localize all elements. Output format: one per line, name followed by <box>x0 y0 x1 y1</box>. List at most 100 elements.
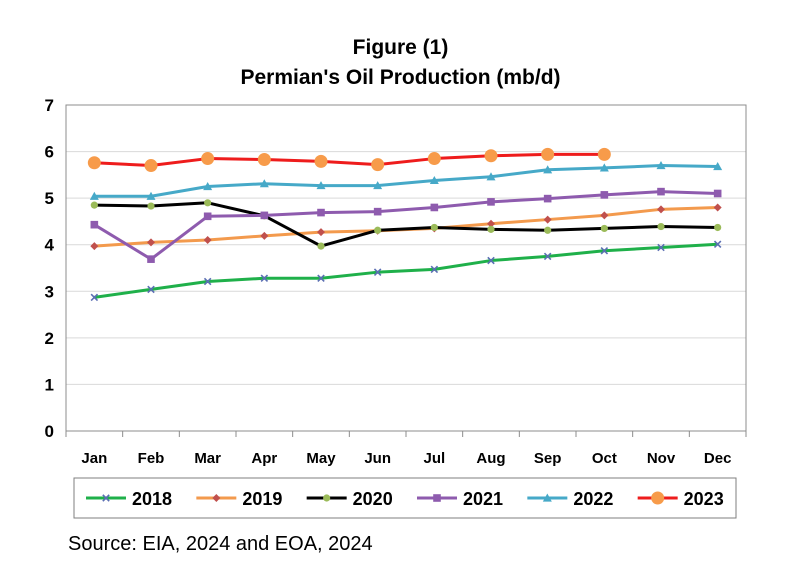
x-marker <box>90 293 99 302</box>
legend-label: 2021 <box>463 489 503 509</box>
circle-marker <box>544 226 552 234</box>
triangle-marker <box>486 172 496 181</box>
triangle-marker <box>713 161 723 171</box>
circle-marker <box>651 491 665 505</box>
square-marker <box>487 198 495 206</box>
circle-marker <box>147 202 155 210</box>
square-marker <box>147 255 155 263</box>
legend-box <box>73 477 737 519</box>
circle-marker <box>600 224 608 233</box>
diamond-marker <box>147 238 155 247</box>
triangle-marker <box>146 191 156 200</box>
y-tick-label: 1 <box>45 375 54 394</box>
circle-marker <box>374 226 382 234</box>
legend-label: 2023 <box>684 489 724 509</box>
triangle-marker <box>656 161 666 170</box>
y-tick-label: 6 <box>45 143 54 162</box>
y-tick-label: 3 <box>45 282 54 301</box>
circle-marker <box>371 158 385 172</box>
circle-marker <box>541 147 555 161</box>
x-tick-label: Nov <box>647 450 676 467</box>
series-line-2023 <box>94 152 605 168</box>
x-marker <box>147 285 155 294</box>
diamond-marker <box>260 231 269 240</box>
legend-label: 2018 <box>132 489 172 509</box>
y-tick-label: 5 <box>45 189 54 208</box>
square-marker <box>433 494 441 502</box>
x-marker <box>657 243 665 252</box>
x-marker <box>373 268 382 276</box>
x-tick-label: Oct <box>592 450 617 467</box>
circle-marker <box>87 156 101 170</box>
x-tick-label: Feb <box>138 450 165 467</box>
circle-marker <box>144 159 158 173</box>
plot-area <box>65 104 747 432</box>
diamond-marker <box>212 494 221 502</box>
x-marker <box>487 256 495 265</box>
y-tick-label: 2 <box>45 329 54 348</box>
diamond-marker <box>487 219 495 228</box>
circle-marker <box>484 149 498 163</box>
square-marker <box>543 194 552 203</box>
diamond-marker <box>713 203 722 212</box>
x-tick-label: Jan <box>81 450 107 467</box>
circle-marker <box>430 223 438 232</box>
square-marker <box>317 208 325 217</box>
circle-marker <box>257 152 271 166</box>
series-line-2021 <box>93 190 718 261</box>
triangle-marker <box>429 175 439 185</box>
circle-marker <box>90 201 98 209</box>
triangle-marker <box>599 163 609 172</box>
x-marker <box>713 240 722 249</box>
y-tick-label: 0 <box>45 422 54 441</box>
legend-label: 2019 <box>242 489 282 509</box>
circle-marker <box>714 223 722 232</box>
triangle-marker <box>543 165 553 174</box>
series-line-2018 <box>94 242 718 299</box>
x-tick-label: Jun <box>364 450 391 467</box>
circle-marker <box>427 152 441 166</box>
chart-title: Figure (1) <box>352 36 449 59</box>
x-tick-label: Apr <box>251 450 277 467</box>
square-marker <box>373 207 382 216</box>
diamond-marker <box>657 205 665 214</box>
legend-label: 2020 <box>353 489 393 509</box>
series-line-2022 <box>94 164 718 198</box>
circle-marker <box>323 494 331 502</box>
x-marker <box>600 247 609 255</box>
series-line-2020 <box>94 201 718 248</box>
x-marker <box>543 252 552 261</box>
circle-marker <box>314 154 328 168</box>
triangle-marker <box>542 493 552 502</box>
x-tick-label: Dec <box>704 450 732 467</box>
square-marker <box>260 211 269 220</box>
diamond-marker <box>90 242 99 251</box>
triangle-marker <box>259 179 269 188</box>
diamond-marker <box>203 236 212 245</box>
square-marker <box>600 191 609 199</box>
diamond-marker <box>317 228 325 237</box>
circle-marker <box>204 199 212 207</box>
triangle-marker <box>373 181 383 190</box>
triangle-marker <box>316 181 326 190</box>
x-marker <box>430 265 439 274</box>
chart-subtitle: Permian's Oil Production (mb/d) <box>240 66 561 89</box>
circle-marker <box>657 222 665 231</box>
diamond-marker <box>543 215 552 224</box>
square-marker <box>713 189 722 198</box>
x-tick-label: May <box>306 450 336 467</box>
x-tick-label: Sep <box>534 450 562 467</box>
x-tick-label: Aug <box>476 450 505 467</box>
circle-marker <box>597 147 611 161</box>
circle-marker <box>487 225 495 233</box>
legend-label: 2022 <box>573 489 613 509</box>
square-marker <box>203 212 212 221</box>
square-marker <box>90 220 99 229</box>
square-marker <box>657 187 665 196</box>
square-marker <box>430 203 439 212</box>
source-note: Source: EIA, 2024 and EOA, 2024 <box>68 533 373 555</box>
x-tick-label: Jul <box>423 450 445 467</box>
x-marker <box>260 274 269 283</box>
triangle-marker <box>89 191 99 200</box>
